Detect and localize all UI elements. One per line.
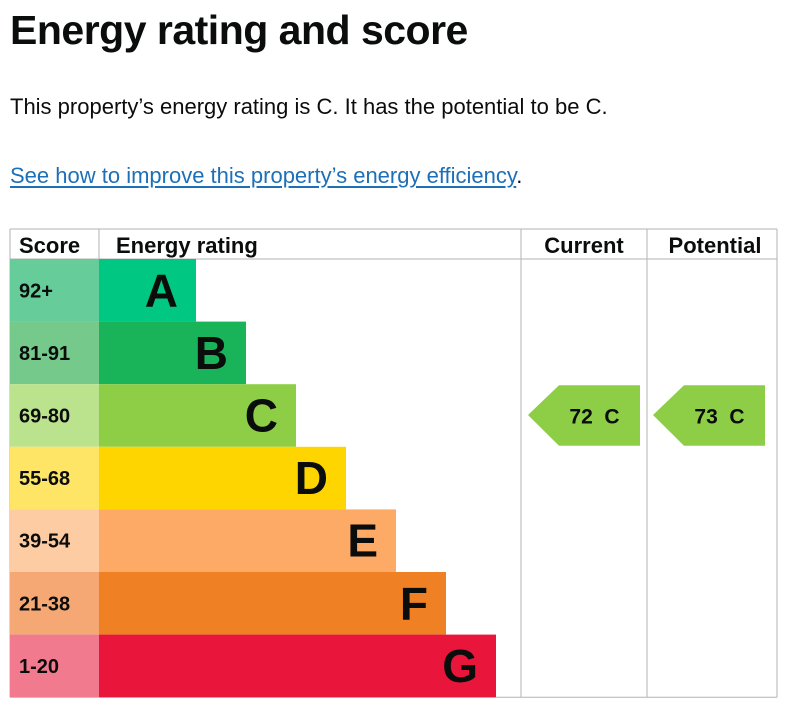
score-cell-a [10, 259, 99, 322]
band-letter-g: G [442, 640, 478, 692]
score-label-g: 1-20 [19, 656, 59, 678]
band-letter-d: D [295, 452, 328, 504]
score-label-b: 81-91 [19, 343, 70, 365]
score-cell-f [10, 572, 99, 635]
rating-summary: This property’s energy rating is C. It h… [10, 94, 608, 119]
current-rating-arrow [528, 385, 640, 446]
rating-bar-f [99, 572, 446, 635]
chart-headers: Score Energy rating Current Potential [19, 233, 761, 258]
rating-bar-d [99, 446, 346, 510]
score-label-e: 39-54 [19, 531, 71, 553]
rating-bands: 92+ A 81-91 B 69-80 C 55-68 D 39-54 E 21-38 F 1-20 G [10, 259, 496, 698]
header-score: Score [19, 233, 80, 258]
current-rating-label: 72 C [569, 406, 619, 429]
score-label-d: 55-68 [19, 468, 70, 490]
rating-bar-g [99, 634, 496, 698]
link-suffix: . [516, 163, 523, 188]
potential-rating-label: 73 C [694, 406, 744, 429]
rating-bar-b [99, 321, 246, 385]
score-cell-g [10, 634, 99, 698]
score-cell-e [10, 509, 99, 572]
band-letter-a: A [145, 264, 178, 316]
band-letter-e: E [347, 515, 378, 567]
header-potential: Potential [669, 233, 762, 258]
rating-bar-e [99, 509, 396, 572]
rating-bar-c [99, 384, 296, 447]
potential-rating-arrow [653, 385, 765, 446]
score-label-c: 69-80 [19, 406, 70, 428]
page-title: Energy rating and score [10, 7, 468, 53]
score-label-a: 92+ [19, 280, 53, 302]
rating-bar-a [99, 259, 196, 322]
header-current: Current [544, 233, 624, 258]
score-label-f: 21-38 [19, 593, 70, 615]
improve-link-line: See how to improve this property’s energ… [10, 161, 522, 191]
band-letter-f: F [400, 577, 428, 629]
improve-efficiency-link[interactable]: See how to improve this property’s energ… [10, 163, 517, 188]
score-cell-d [10, 446, 99, 510]
score-cell-c [10, 384, 99, 447]
score-cell-b [10, 321, 99, 385]
band-letter-c: C [245, 390, 278, 442]
band-letter-b: B [195, 327, 228, 379]
rating-arrows: 72 C 73 C [528, 385, 765, 446]
header-energy-rating: Energy rating [116, 233, 258, 258]
